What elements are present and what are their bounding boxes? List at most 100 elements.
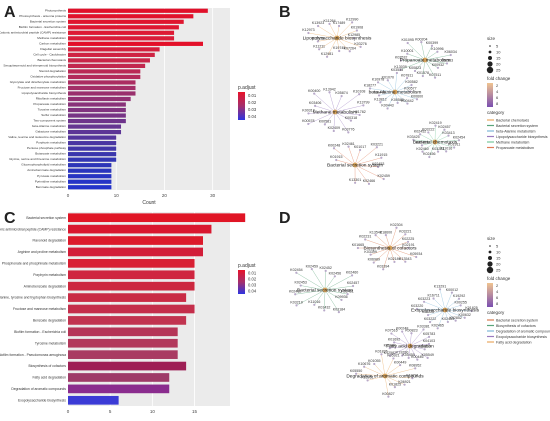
gene-label: K02456 — [423, 152, 435, 156]
gene-node — [437, 67, 439, 69]
legend-fold-bar — [487, 83, 493, 107]
gene-node — [307, 32, 309, 34]
y-tick-label: Glycine, serine and threonine metabolism — [9, 157, 66, 161]
gene-node — [380, 353, 382, 355]
bar — [68, 213, 245, 222]
legend-size-dot — [489, 51, 492, 54]
legend-fold-bar — [487, 283, 493, 307]
legend-size-label: 5 — [496, 244, 499, 249]
gene-label: K02459 — [306, 264, 318, 268]
gene-node — [335, 159, 337, 161]
legend-fold-tick: 4 — [496, 89, 499, 94]
y-tick-label: Sesquiterpenoid and triterpenoid biosynt… — [3, 63, 66, 67]
bar — [68, 31, 174, 35]
gene-label: K01692 — [388, 338, 400, 342]
x-tick-label: 5 — [109, 409, 112, 414]
gene-label: K00581 — [319, 120, 331, 124]
gene-label: K00255 — [454, 301, 466, 305]
gene-label: K06034 — [445, 50, 457, 54]
y-tick-label: Methane metabolism — [37, 36, 66, 40]
gene-node — [437, 327, 439, 329]
bar — [68, 25, 179, 29]
gene-node — [368, 183, 370, 185]
y-tick-label: Two-component system — [33, 119, 66, 123]
legend-size-label: 25 — [496, 268, 501, 273]
gene-node — [427, 131, 429, 133]
legend-fold-title: fold change — [487, 76, 511, 81]
gene-label: K00442 — [401, 99, 413, 103]
gene-node — [338, 50, 340, 52]
gene-node — [383, 178, 385, 180]
x-tick-label: 20 — [162, 193, 168, 198]
gene-node — [385, 234, 387, 236]
nodes: K12985K03276K07264K19745K12981K11211K129… — [302, 18, 465, 185]
gene-node — [404, 233, 406, 235]
gene-node — [307, 123, 309, 125]
legend-size-dot — [489, 45, 491, 47]
pathway-label: Degradation of aromatic compounds — [346, 374, 424, 380]
x-tick-label: 0 — [67, 409, 70, 414]
gene-node — [323, 309, 325, 311]
gene-node — [358, 114, 360, 116]
gene-node — [334, 275, 336, 277]
gene-label: K00827 — [382, 392, 394, 396]
y-tick-label: Lipopolysaccharide biosynthesis — [22, 91, 67, 95]
gene-node — [358, 93, 360, 95]
gene-label: K09936 — [335, 295, 347, 299]
bar — [68, 14, 193, 18]
gene-node — [450, 54, 452, 56]
legend-fold-tick: 2 — [496, 283, 499, 288]
gene-label: K03219 — [290, 301, 302, 305]
gene-label: K13799 — [357, 101, 369, 105]
gene-node — [437, 151, 439, 153]
gene-node — [429, 321, 431, 323]
gene-label: K17489 — [333, 21, 345, 25]
gene-node — [369, 87, 371, 89]
legend-fold-tick: 6 — [496, 295, 499, 300]
legend-size-label: 15 — [496, 56, 501, 61]
gene-node — [373, 363, 375, 365]
gene-node — [415, 256, 417, 258]
gene-node — [294, 293, 296, 295]
gene-node — [382, 268, 384, 270]
gene-label: K02461 — [342, 142, 354, 146]
y-tick-label: Bacterial secretion system — [30, 19, 67, 23]
y-tick-label: Bacterial secretion system — [26, 216, 66, 220]
legend-size-label: 5 — [496, 44, 499, 49]
bar — [68, 130, 121, 134]
legend-size-dot — [488, 56, 492, 60]
bar — [68, 53, 155, 57]
gene-node — [408, 357, 410, 359]
bar — [68, 248, 203, 257]
gene-node — [432, 297, 434, 299]
gene-label: K03413 — [442, 131, 454, 135]
gene-label: K12973 — [302, 28, 314, 32]
gene-node — [325, 270, 327, 272]
gene-label: K02457 — [438, 125, 450, 129]
y-tick-label: Degradation of aromatic compounds — [11, 387, 66, 391]
legend-fold-tick: 8 — [496, 101, 499, 106]
gene-node — [420, 41, 422, 43]
gene-label: K18600 — [380, 230, 392, 234]
gene-node — [392, 357, 394, 359]
bar — [68, 102, 126, 106]
y-tick-label: Exopolysaccharide biosynthesis — [18, 398, 66, 402]
edge — [421, 42, 425, 60]
bar — [68, 9, 208, 13]
gene-label: K01665 — [352, 243, 364, 247]
gene-label: K10996 — [431, 47, 443, 51]
gene-node — [328, 23, 330, 25]
bar — [68, 236, 203, 245]
gene-node — [380, 157, 382, 159]
gene-label: K01070 — [382, 75, 394, 79]
legend-size-label: 20 — [496, 62, 501, 67]
gene-node — [406, 77, 408, 79]
gene-node — [393, 341, 395, 343]
gene-label: K02460 — [416, 147, 428, 151]
y-tick-label: Aminobenzoate degradation — [24, 284, 67, 288]
gene-label: K03222 — [424, 317, 436, 321]
gene-label: K00318 — [345, 116, 357, 120]
gene-node — [326, 56, 328, 58]
gene-node — [394, 386, 396, 388]
